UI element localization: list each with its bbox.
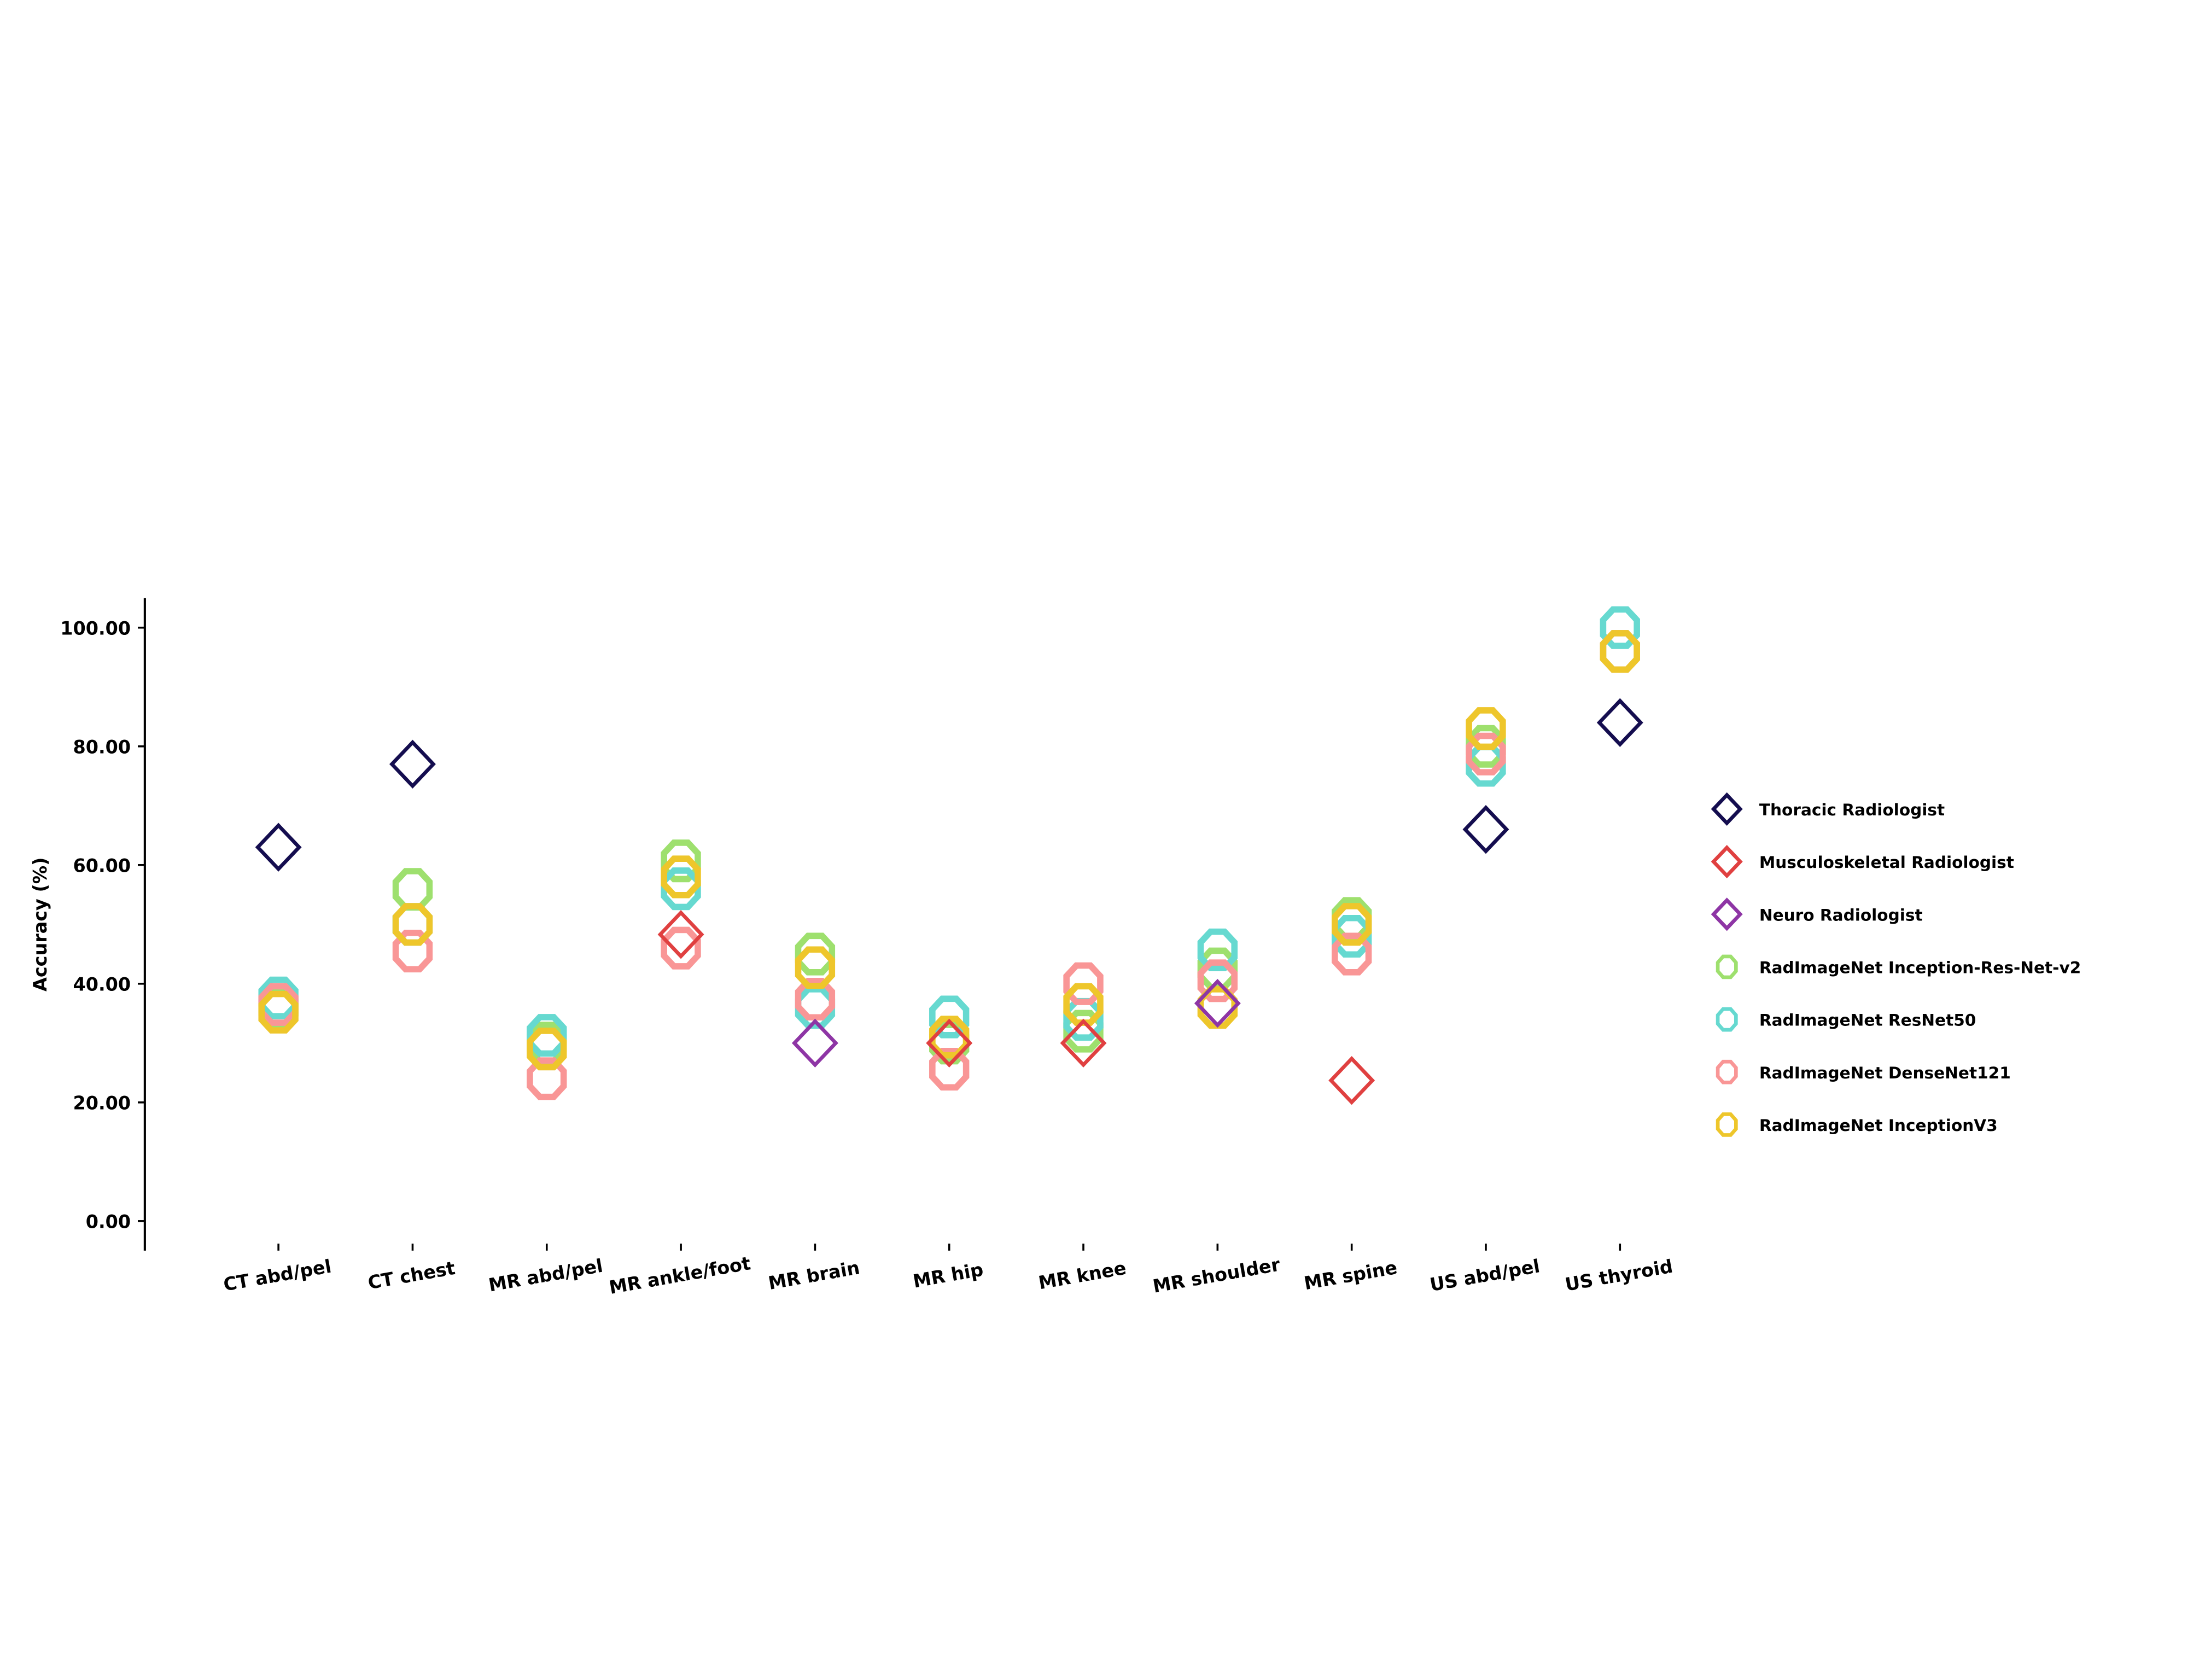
point-radimagenet-densenet121: [258, 983, 299, 1026]
y-axis-label: Accuracy (%): [30, 858, 51, 991]
legend-label: Musculoskeletal Radiologist: [1759, 853, 2014, 872]
point-radimagenet-densenet121: [527, 1057, 567, 1100]
point-thoracic-radiologist: [1596, 698, 1643, 748]
point-radimagenet-densenet121: [1197, 959, 1238, 1002]
legend-diamond-icon: [1711, 845, 1743, 879]
point-radimagenet-resnet50: [527, 1014, 567, 1057]
x-tick-label: MR abd/pel: [487, 1255, 604, 1296]
point-radimagenet-densenet121: [929, 1048, 970, 1091]
y-tick-label: 100.00: [60, 618, 131, 639]
point-radimagenet-resnet50: [1600, 606, 1640, 649]
x-tick-label: CT abd/pel: [222, 1256, 333, 1296]
point-radimagenet-resnet50: [258, 976, 299, 1019]
point-radimagenet-densenet121: [661, 926, 701, 970]
legend-octagon-icon: [1716, 1059, 1738, 1084]
point-radimagenet-densenet121: [1331, 932, 1372, 976]
point-radimagenet-inception-res-net-v2: [661, 839, 701, 883]
y-tick-label: 20.00: [73, 1093, 131, 1114]
x-ticks: CT abd/pel CT chest MR abd/pel MR ankle/foo…: [222, 1244, 1675, 1298]
point-musculoskeletal-radiologist: [926, 1018, 973, 1068]
x-tick-label: MR shoulder: [1151, 1253, 1282, 1297]
legend-diamond-icon: [1711, 897, 1743, 931]
point-radimagenet-inceptionv3: [661, 855, 701, 899]
legend: Thoracic Radiologist Musculoskeletal Radi…: [1711, 792, 2081, 1137]
point-radimagenet-inceptionv3: [527, 1028, 567, 1071]
x-tick-label: MR ankle/foot: [608, 1252, 752, 1298]
point-radimagenet-inceptionv3: [795, 946, 836, 989]
data-points: [255, 606, 1643, 1105]
point-radimagenet-inception-res-net-v2: [795, 932, 836, 976]
legend-item: Musculoskeletal Radiologist: [1711, 845, 2014, 879]
y-tick-label: 60.00: [73, 855, 131, 877]
point-musculoskeletal-radiologist: [1328, 1055, 1375, 1105]
point-thoracic-radiologist: [1462, 804, 1509, 854]
y-ticks: 0.00 20.00 40.00 60.00 80.00 100.00: [60, 618, 145, 1233]
legend-label: Neuro Radiologist: [1759, 906, 1923, 924]
legend-item: RadImageNet DenseNet121: [1716, 1059, 2011, 1084]
point-radimagenet-densenet121: [1063, 962, 1104, 1005]
legend-octagon-icon: [1716, 1112, 1738, 1137]
legend-item: Thoracic Radiologist: [1711, 792, 1945, 826]
legend-label: RadImageNet DenseNet121: [1759, 1064, 2011, 1082]
legend-label: RadImageNet Inception-Res-Net-v2: [1759, 959, 2081, 977]
legend-item: RadImageNet InceptionV3: [1716, 1112, 1998, 1137]
point-radimagenet-inceptionv3: [1466, 707, 1506, 750]
point-radimagenet-inceptionv3: [1331, 903, 1372, 946]
x-tick-label: MR knee: [1037, 1257, 1128, 1294]
legend-item: RadImageNet ResNet50: [1716, 1007, 1976, 1032]
point-radimagenet-inceptionv3: [1600, 630, 1640, 673]
y-tick-label: 40.00: [73, 974, 131, 995]
point-radimagenet-resnet50: [1197, 928, 1238, 971]
legend-item: RadImageNet Inception-Res-Net-v2: [1716, 954, 2081, 979]
x-tick-label: US abd/pel: [1428, 1255, 1541, 1296]
point-neuro-radiologist: [1194, 978, 1241, 1028]
point-radimagenet-inceptionv3: [258, 990, 299, 1034]
legend-octagon-icon: [1716, 954, 1738, 979]
point-thoracic-radiologist: [255, 822, 302, 872]
point-neuro-radiologist: [791, 1018, 838, 1068]
legend-octagon-icon: [1716, 1007, 1738, 1032]
legend-label: Thoracic Radiologist: [1759, 801, 1945, 819]
x-tick-label: MR hip: [911, 1259, 985, 1292]
legend-label: RadImageNet InceptionV3: [1759, 1116, 1998, 1135]
x-tick-label: MR brain: [767, 1257, 861, 1294]
legend-diamond-icon: [1711, 792, 1743, 826]
point-radimagenet-resnet50: [929, 995, 970, 1039]
legend-label: RadImageNet ResNet50: [1759, 1011, 1976, 1030]
point-radimagenet-inceptionv3: [392, 903, 433, 946]
point-radimagenet-densenet121: [795, 977, 836, 1021]
x-tick-label: CT chest: [366, 1257, 457, 1293]
point-radimagenet-inceptionv3: [929, 1016, 970, 1059]
point-radimagenet-inception-res-net-v2: [392, 868, 433, 911]
x-tick-label: MR spine: [1302, 1257, 1398, 1294]
point-musculoskeletal-radiologist: [1060, 1018, 1107, 1068]
legend-item: Neuro Radiologist: [1711, 897, 1923, 931]
point-thoracic-radiologist: [389, 739, 436, 789]
x-tick-label: US thyroid: [1564, 1256, 1675, 1296]
y-tick-label: 80.00: [73, 737, 131, 758]
y-tick-label: 0.00: [86, 1211, 131, 1233]
point-musculoskeletal-radiologist: [657, 910, 704, 959]
